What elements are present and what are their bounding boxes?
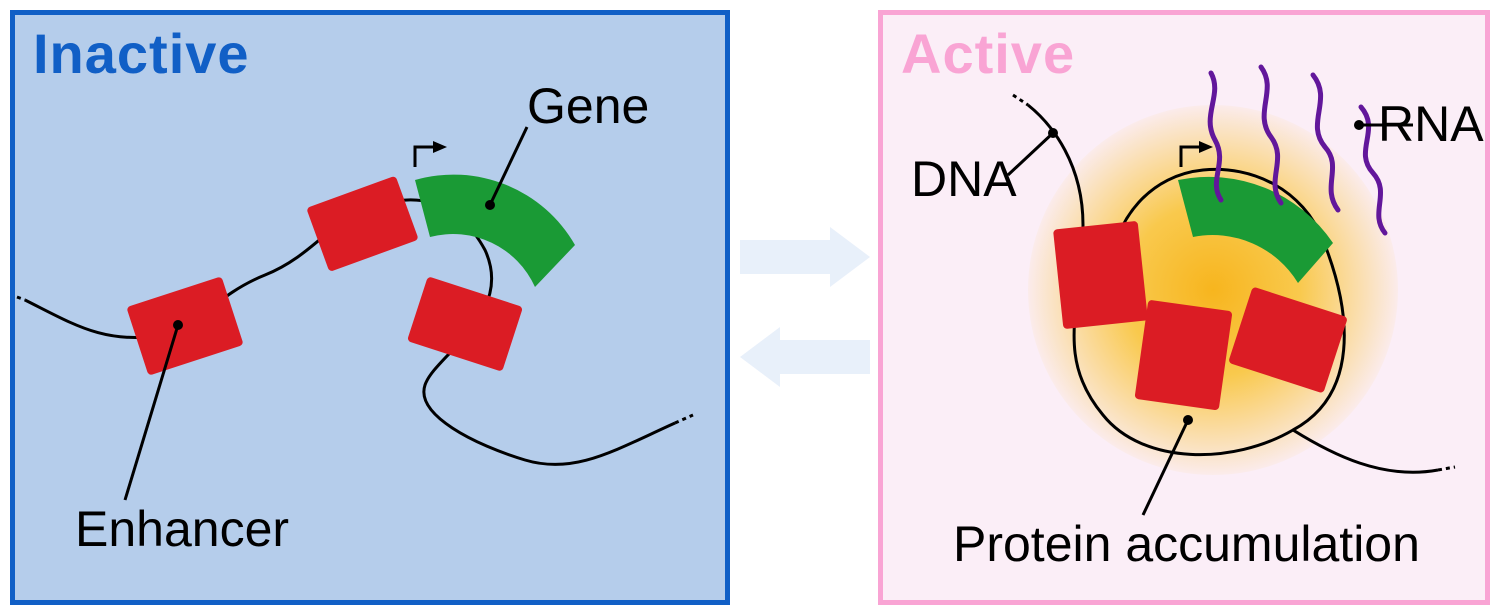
enhancer-leader-dot <box>173 320 183 330</box>
panel-active-title: Active <box>901 21 1075 86</box>
rna-group <box>1210 67 1385 233</box>
rna-3 <box>1313 75 1338 210</box>
enhancer-a1 <box>1053 221 1148 329</box>
arrow-right-shaft <box>740 240 835 274</box>
arrow-left-shaft <box>775 340 870 374</box>
rna-label: RNA <box>1378 95 1484 153</box>
enhancer-1 <box>126 276 243 375</box>
gene-label: Gene <box>527 77 649 135</box>
gene-leader-line <box>490 127 527 205</box>
gene-arc-active <box>1178 177 1333 283</box>
dna-strand <box>25 200 675 465</box>
enhancer-2 <box>306 176 419 272</box>
dna-end-tl <box>1013 95 1028 105</box>
dna-end-br <box>1438 467 1455 470</box>
rna-1 <box>1210 73 1221 200</box>
panel-active: Active <box>878 10 1490 605</box>
enhancer-a3 <box>1228 287 1348 394</box>
arrow-right-head <box>830 227 870 287</box>
enhancer-label: Enhancer <box>75 500 289 558</box>
gene-arc <box>415 175 575 287</box>
enhancer-a2 <box>1134 300 1232 411</box>
protein-label: Protein accumulation <box>953 515 1420 573</box>
dna-leader-dot <box>1048 128 1058 138</box>
dna-strand-active <box>1028 105 1438 472</box>
arrow-left-head <box>740 327 780 387</box>
rna-leader-dot <box>1354 120 1364 130</box>
tss-arrow-active <box>1181 147 1201 167</box>
enhancer-leader-line <box>125 325 178 500</box>
tss-arrowhead <box>433 141 447 153</box>
rna-2 <box>1261 67 1281 203</box>
condensate-blob <box>1028 105 1398 475</box>
enhancer-3 <box>407 276 523 372</box>
equilibrium-arrows <box>740 230 870 390</box>
protein-leader-line <box>1143 420 1188 515</box>
protein-leader-dot <box>1183 415 1193 425</box>
dna-end-left <box>17 297 25 300</box>
gene-leader-dot <box>485 200 495 210</box>
dna-end-right <box>675 415 693 423</box>
tss-arrow <box>415 147 435 167</box>
tss-arrowhead-active <box>1199 141 1213 153</box>
diagram-canvas: Inactive <box>0 0 1500 615</box>
panel-inactive: Inactive <box>10 10 730 605</box>
panel-inactive-title: Inactive <box>33 21 250 86</box>
dna-label: DNA <box>911 150 1017 208</box>
